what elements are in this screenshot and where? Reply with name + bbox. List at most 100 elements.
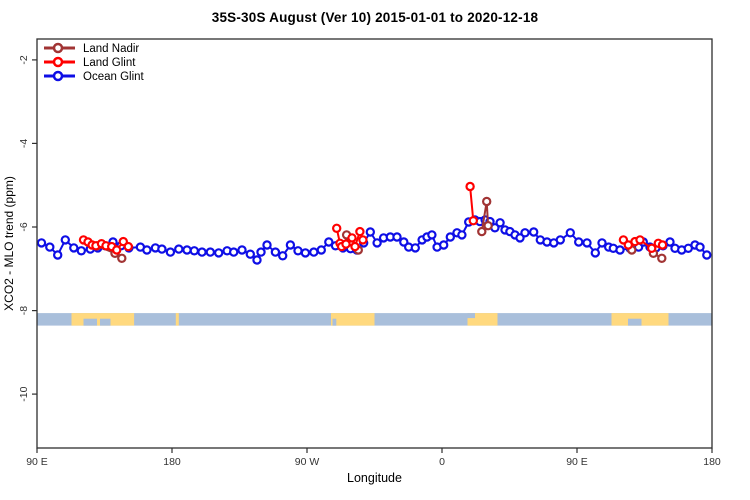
ocean-glint-point <box>213 248 224 258</box>
land-nadir-point <box>477 226 487 237</box>
legend-marker-icon <box>52 70 64 82</box>
legend-label: Ocean Glint <box>83 71 145 83</box>
land-glint-point <box>465 181 475 192</box>
ocean-glint-point <box>597 238 607 248</box>
x-tick-label: 180 <box>703 456 721 468</box>
ocean-glint-series <box>36 215 712 265</box>
land-nadir-point <box>483 220 493 231</box>
ocean-glint-point <box>205 247 215 257</box>
ocean-glint-point <box>142 245 152 255</box>
y-tick-label: -4 <box>18 139 30 148</box>
ocean-glint-point <box>392 232 402 242</box>
ocean-glint-point <box>45 242 55 252</box>
x-tick-label: 90 W <box>295 456 320 468</box>
ocean-glint-point <box>324 237 334 247</box>
land-glint-point <box>647 243 657 253</box>
land-glint-point <box>332 223 342 233</box>
ocean-glint-point <box>285 240 296 250</box>
legend: Land Nadir Land Glint Ocean Glint <box>44 42 145 83</box>
ocean-glint-point <box>174 244 184 254</box>
ocean-glint-point <box>316 245 326 255</box>
ocean-glint-point <box>615 245 625 255</box>
coast-notch <box>100 318 111 326</box>
ocean-glint-point <box>270 247 281 257</box>
land-ocean-strip <box>37 313 712 326</box>
x-tick-label: 0 <box>439 456 445 468</box>
coast-notch <box>332 318 337 326</box>
land-glint-point <box>341 239 351 249</box>
land-glint-point <box>468 215 478 226</box>
land-segment <box>331 313 375 326</box>
ocean-glint-point <box>197 247 207 257</box>
legend-marker-icon <box>52 42 64 54</box>
land-nadir-point <box>482 196 492 207</box>
coast-notch <box>467 313 475 319</box>
x-tick-label: 90 E <box>26 456 48 468</box>
ocean-glint-point <box>574 237 584 247</box>
legend-marker-icon <box>52 56 64 68</box>
ocean-glint-point <box>76 246 87 256</box>
land-glint-point <box>111 245 122 255</box>
coast-notch <box>83 318 97 326</box>
plot-frame: 90 E 180 90 W 0 90 E 180 -2 -4 -6 -8 -10 Longitude X… <box>2 38 721 485</box>
ocean-glint-point <box>495 218 505 228</box>
ocean-glint-point <box>309 247 319 257</box>
ocean-glint-point <box>278 251 288 261</box>
ocean-glint-point <box>300 248 311 258</box>
land-nadir-point <box>117 253 127 263</box>
y-tick-label: -10 <box>18 386 30 401</box>
x-axis-title: Longitude <box>347 471 402 485</box>
x-tick-label: 90 E <box>566 456 588 468</box>
land-glint-series <box>78 181 668 255</box>
ocean-glint-point <box>439 240 449 250</box>
ocean-glint-point <box>237 245 247 255</box>
y-tick-label: -8 <box>18 306 30 315</box>
legend-item: Land Glint <box>44 56 136 69</box>
y-axis-title: XCO2 - MLO trend (ppm) <box>2 176 16 311</box>
ocean-glint-point <box>182 245 192 255</box>
ocean-glint-point <box>520 228 530 238</box>
land-segment <box>175 313 179 326</box>
ocean-glint-point <box>582 238 592 248</box>
ocean-glint-point <box>365 227 375 237</box>
ocean-glint-point <box>165 247 176 257</box>
ocean-glint-point <box>427 230 437 240</box>
legend-item: Ocean Glint <box>44 70 145 83</box>
ocean-glint-point <box>60 235 71 245</box>
ocean-glint-point <box>555 235 566 245</box>
land-glint-point <box>123 241 134 252</box>
land-glint-point <box>657 240 668 250</box>
ocean-glint-point <box>372 238 382 248</box>
land-glint-point <box>350 241 360 252</box>
ocean-glint-point <box>157 244 167 254</box>
ocean-glint-point <box>53 250 63 260</box>
ocean-glint-point <box>529 227 539 237</box>
coast-notch <box>628 318 642 326</box>
ocean-glint-point <box>590 248 601 258</box>
ocean-glint-point <box>293 246 303 256</box>
ocean-glint-point <box>695 242 705 252</box>
legend-label: Land Glint <box>83 57 136 69</box>
ocean-glint-point <box>228 247 239 257</box>
ocean-glint-point <box>445 232 455 242</box>
ocean-glint-point <box>410 243 420 253</box>
ocean-glint-point <box>457 230 467 240</box>
ocean-glint-point <box>189 246 199 256</box>
land-glint-point <box>358 235 368 245</box>
land-glint-point <box>635 235 645 245</box>
ocean-glint-point <box>245 249 255 259</box>
y-tick-label: -6 <box>18 222 30 231</box>
land-glint-line <box>469 186 475 221</box>
chart-title: 35S-30S August (Ver 10) 2015-01-01 to 20… <box>211 10 539 25</box>
x-tick-label: 180 <box>163 456 181 468</box>
legend-label: Land Nadir <box>83 43 139 55</box>
ocean-glint-point <box>262 240 272 250</box>
ocean-glint-point <box>36 238 47 248</box>
ocean-glint-point <box>665 237 675 247</box>
land-glint-point <box>347 233 357 243</box>
land-nadir-point <box>657 253 667 263</box>
ocean-glint-point <box>69 243 79 253</box>
legend-item: Land Nadir <box>44 42 139 55</box>
